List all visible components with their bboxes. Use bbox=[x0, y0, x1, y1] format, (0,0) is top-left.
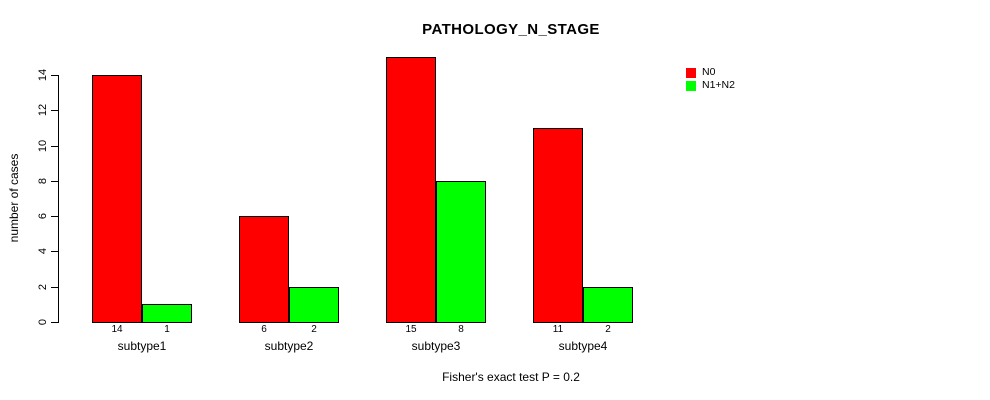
chart-title: PATHOLOGY_N_STAGE bbox=[422, 21, 600, 38]
y-axis-tick bbox=[51, 110, 58, 111]
y-axis-tick bbox=[51, 251, 58, 252]
x-category-label: subtype3 bbox=[411, 339, 461, 353]
legend-swatch-n1n2-icon bbox=[686, 80, 696, 91]
bar-N1+N2-subtype1 bbox=[142, 304, 192, 323]
y-axis-tick bbox=[51, 146, 58, 147]
legend-swatch-n0-icon bbox=[686, 67, 696, 78]
legend-label-n1n2: N1+N2 bbox=[702, 79, 735, 91]
legend-label-n0: N0 bbox=[702, 66, 716, 78]
y-axis-tick bbox=[51, 216, 58, 217]
y-axis-tick bbox=[51, 75, 58, 76]
legend: N0 N1+N2 bbox=[686, 66, 735, 92]
y-axis-tick-label: 10 bbox=[37, 139, 49, 153]
bar-N0-subtype2 bbox=[239, 216, 289, 323]
bar-N0-subtype3 bbox=[386, 57, 436, 323]
bar-N0-subtype1 bbox=[92, 75, 142, 323]
bar-value-label: 2 bbox=[605, 324, 611, 335]
bar-N1+N2-subtype3 bbox=[436, 181, 486, 323]
y-axis-tick-label: 0 bbox=[37, 318, 49, 326]
y-axis-line bbox=[58, 75, 59, 323]
bar-N1+N2-subtype2 bbox=[289, 287, 339, 323]
bar-value-label: 15 bbox=[405, 324, 417, 335]
x-category-label: subtype4 bbox=[558, 339, 608, 353]
bar-N0-subtype4 bbox=[533, 128, 583, 323]
bar-value-label: 6 bbox=[261, 324, 267, 335]
bar-value-label: 1 bbox=[164, 324, 170, 335]
bar-value-label: 14 bbox=[111, 324, 123, 335]
y-axis-tick bbox=[51, 322, 58, 323]
y-axis-tick-label: 14 bbox=[37, 68, 49, 82]
x-category-label: subtype1 bbox=[117, 339, 167, 353]
bar-N1+N2-subtype4 bbox=[583, 287, 633, 323]
legend-item-n0: N0 bbox=[686, 66, 735, 79]
footnote-pvalue: Fisher's exact test P = 0.2 bbox=[442, 370, 580, 384]
bar-value-label: 2 bbox=[311, 324, 317, 335]
y-axis-tick-label: 8 bbox=[37, 177, 49, 185]
x-category-label: subtype2 bbox=[264, 339, 314, 353]
legend-item-n1n2: N1+N2 bbox=[686, 79, 735, 92]
bar-value-label: 8 bbox=[458, 324, 464, 335]
y-axis-tick-label: 12 bbox=[37, 103, 49, 117]
y-axis-tick-label: 4 bbox=[37, 247, 49, 255]
y-axis-tick bbox=[51, 287, 58, 288]
y-axis-tick bbox=[51, 181, 58, 182]
y-axis-tick-label: 2 bbox=[37, 283, 49, 291]
bar-value-label: 11 bbox=[552, 324, 564, 335]
y-axis-label: number of cases bbox=[7, 153, 21, 243]
y-axis-tick-label: 6 bbox=[37, 212, 49, 220]
